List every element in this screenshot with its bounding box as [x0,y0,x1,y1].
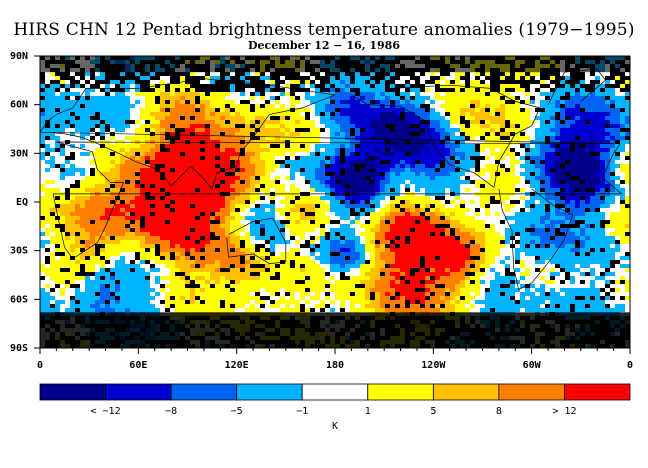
colorbar-label: < −12 [91,406,121,417]
colorbar-swatch [105,383,172,401]
x-axis: 0 60E 120E 180 120W 60W 0 [37,348,633,371]
colorbar-label: −1 [296,406,308,417]
colorbar-swatch [236,383,303,401]
map-title: HIRS CHN 12 Pentad brightness temperatur… [13,20,635,40]
y-tick-label: 30S [10,246,28,257]
x-tick-label: 60E [129,360,147,371]
y-tick-label: 90N [10,51,28,62]
anomaly-field [40,56,631,349]
y-tick-label: 60S [10,294,28,305]
y-tick-label: EQ [16,197,28,208]
colorbar-swatch [170,383,238,401]
colorbar-swatch [39,383,106,401]
y-tick-label: 90S [10,343,28,354]
colorbar-label: 8 [496,406,502,417]
x-tick-label: 120W [421,360,446,371]
colorbar-swatch [564,383,631,401]
colorbar: < −12 −8 −5 −1 1 5 8 > 12 K [39,383,631,432]
map-subtitle: December 12 − 16, 1986 [248,39,400,52]
y-axis: 90N 60N 30N EQ 30S 60S 90S [10,51,40,354]
y-tick-label: 30N [10,148,28,159]
colorbar-label: > 12 [552,406,576,417]
colorbar-swatch [367,383,434,401]
colorbar-label: −8 [165,406,177,417]
colorbar-label: 5 [430,406,436,417]
colorbar-unit: K [332,421,338,432]
y-tick-label: 60N [10,100,28,111]
colorbar-swatch [432,383,500,401]
colorbar-label: 1 [365,406,371,417]
x-tick-label: 0 [37,360,43,371]
x-tick-label: 120E [225,360,249,371]
x-tick-label: 180 [326,360,344,371]
colorbar-swatch [498,383,565,401]
coastlines [39,68,623,291]
colorbar-label: −5 [231,406,243,417]
x-tick-label: 0 [627,360,633,371]
colorbar-swatch [301,383,369,401]
x-tick-label: 60W [523,360,542,371]
